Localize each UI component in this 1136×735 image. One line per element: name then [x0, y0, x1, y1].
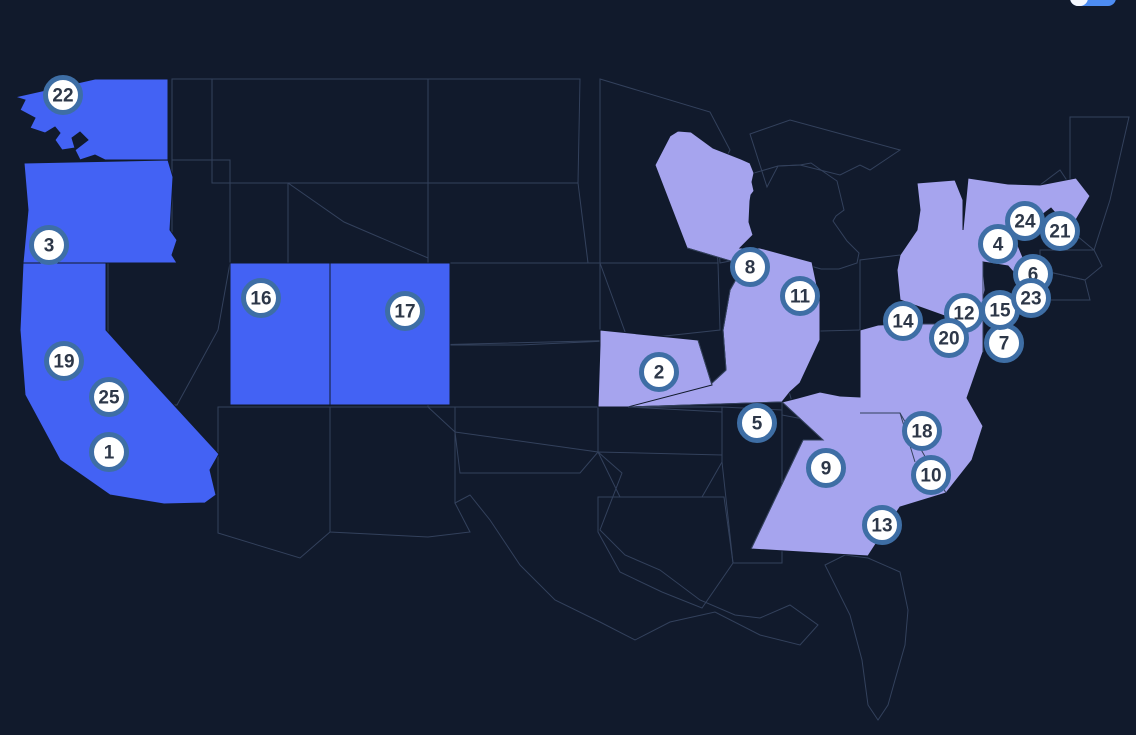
- svg-text:22: 22: [52, 86, 73, 107]
- svg-text:11: 11: [790, 287, 811, 308]
- svg-text:23: 23: [1020, 289, 1041, 310]
- svg-text:5: 5: [752, 414, 763, 435]
- svg-text:19: 19: [53, 352, 74, 373]
- svg-text:18: 18: [911, 422, 932, 443]
- svg-text:3: 3: [44, 236, 55, 257]
- svg-text:15: 15: [989, 301, 1011, 322]
- svg-text:21: 21: [1049, 222, 1071, 243]
- svg-text:1: 1: [104, 443, 115, 464]
- svg-text:16: 16: [250, 289, 271, 310]
- svg-text:13: 13: [871, 516, 892, 537]
- svg-text:25: 25: [98, 388, 120, 409]
- svg-text:8: 8: [745, 258, 756, 279]
- svg-text:24: 24: [1014, 212, 1036, 233]
- svg-text:7: 7: [999, 334, 1010, 355]
- svg-text:10: 10: [920, 466, 941, 487]
- svg-text:20: 20: [938, 329, 959, 350]
- svg-text:14: 14: [892, 312, 914, 333]
- svg-text:9: 9: [821, 459, 832, 480]
- svg-text:2: 2: [654, 363, 665, 384]
- svg-text:17: 17: [394, 302, 415, 323]
- svg-text:4: 4: [993, 235, 1004, 256]
